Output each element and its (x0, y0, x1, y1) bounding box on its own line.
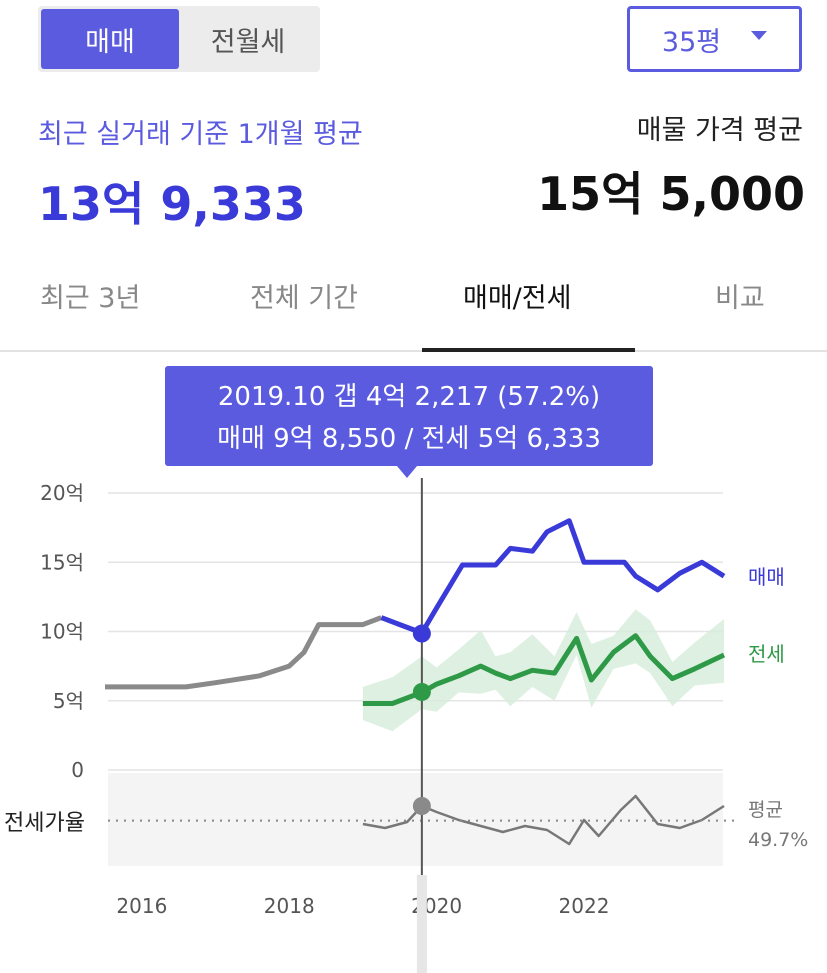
recent-average-value: 13억 9,333 (38, 177, 306, 231)
y-tick-label: 0 (71, 758, 84, 782)
ratio-panel-label: 전세가율 (4, 811, 85, 836)
crosshair-scroll-handle[interactable] (416, 875, 427, 973)
x-tick-label: 2016 (116, 894, 167, 918)
y-axis-ticks: 20억 15억 10억 5억 0 (40, 481, 84, 782)
listing-average-value: 15억 5,000 (537, 167, 805, 221)
series-label-jeonse: 전세 (748, 642, 785, 666)
sale-tab-button[interactable]: 매매 (41, 9, 179, 69)
x-tick-label: 2022 (559, 894, 610, 918)
jeonse-hover-marker (412, 682, 431, 701)
series-line-jeonse (362, 633, 726, 706)
tooltip-price-line: 매매 9억 8,550 / 전세 5억 6,333 (217, 424, 601, 454)
hover-markers (412, 624, 431, 815)
series-label-sale: 매매 (748, 565, 785, 589)
ratio-hover-marker (412, 797, 431, 815)
y-tick-label: 5억 (53, 689, 84, 713)
tooltip-pointer (397, 466, 417, 478)
ratio-panel-background (108, 773, 723, 866)
tooltip-gap-line: 2019.10 갭 4억 2,217 (57.2%) (217, 382, 601, 412)
listing-average-label: 매물 가격 평균 (636, 115, 803, 146)
series-line-sale (380, 518, 726, 636)
recent-average-label: 최근 실거래 기준 1개월 평균 (38, 119, 363, 150)
hover-tooltip: 2019.10 갭 4억 2,217 (57.2%) 매매 9억 8,550 /… (165, 366, 653, 466)
active-tab-indicator (422, 348, 635, 352)
tab-compare[interactable]: 비교 (715, 283, 765, 314)
deal-type-toggle: 매매 전월세 (38, 6, 320, 72)
x-tick-label: 2018 (264, 894, 315, 918)
x-axis-ticks: 2016 2018 2020 2022 (116, 894, 609, 918)
y-tick-label: 20억 (40, 481, 84, 505)
sale-hover-marker (412, 624, 431, 643)
y-tick-label: 15억 (40, 550, 84, 574)
ratio-average-value: 49.7% (748, 829, 808, 851)
chart-period-tabs: 최근 3년 전체 기간 매매/전세 비교 (0, 262, 827, 352)
y-tick-label: 10억 (40, 620, 84, 644)
area-size-value: 35평 (661, 26, 722, 58)
tab-sale-jeonse[interactable]: 매매/전세 (463, 283, 572, 314)
caret-down-icon (751, 30, 768, 40)
tab-all-period[interactable]: 전체 기간 (250, 283, 358, 314)
series-line-sale-history (105, 615, 383, 690)
area-size-dropdown[interactable]: 35평 (627, 6, 802, 72)
ratio-average-label: 평균 (748, 799, 783, 821)
tab-recent-3y[interactable]: 최근 3년 (40, 283, 141, 314)
rent-tab-button[interactable]: 전월세 (210, 26, 286, 58)
